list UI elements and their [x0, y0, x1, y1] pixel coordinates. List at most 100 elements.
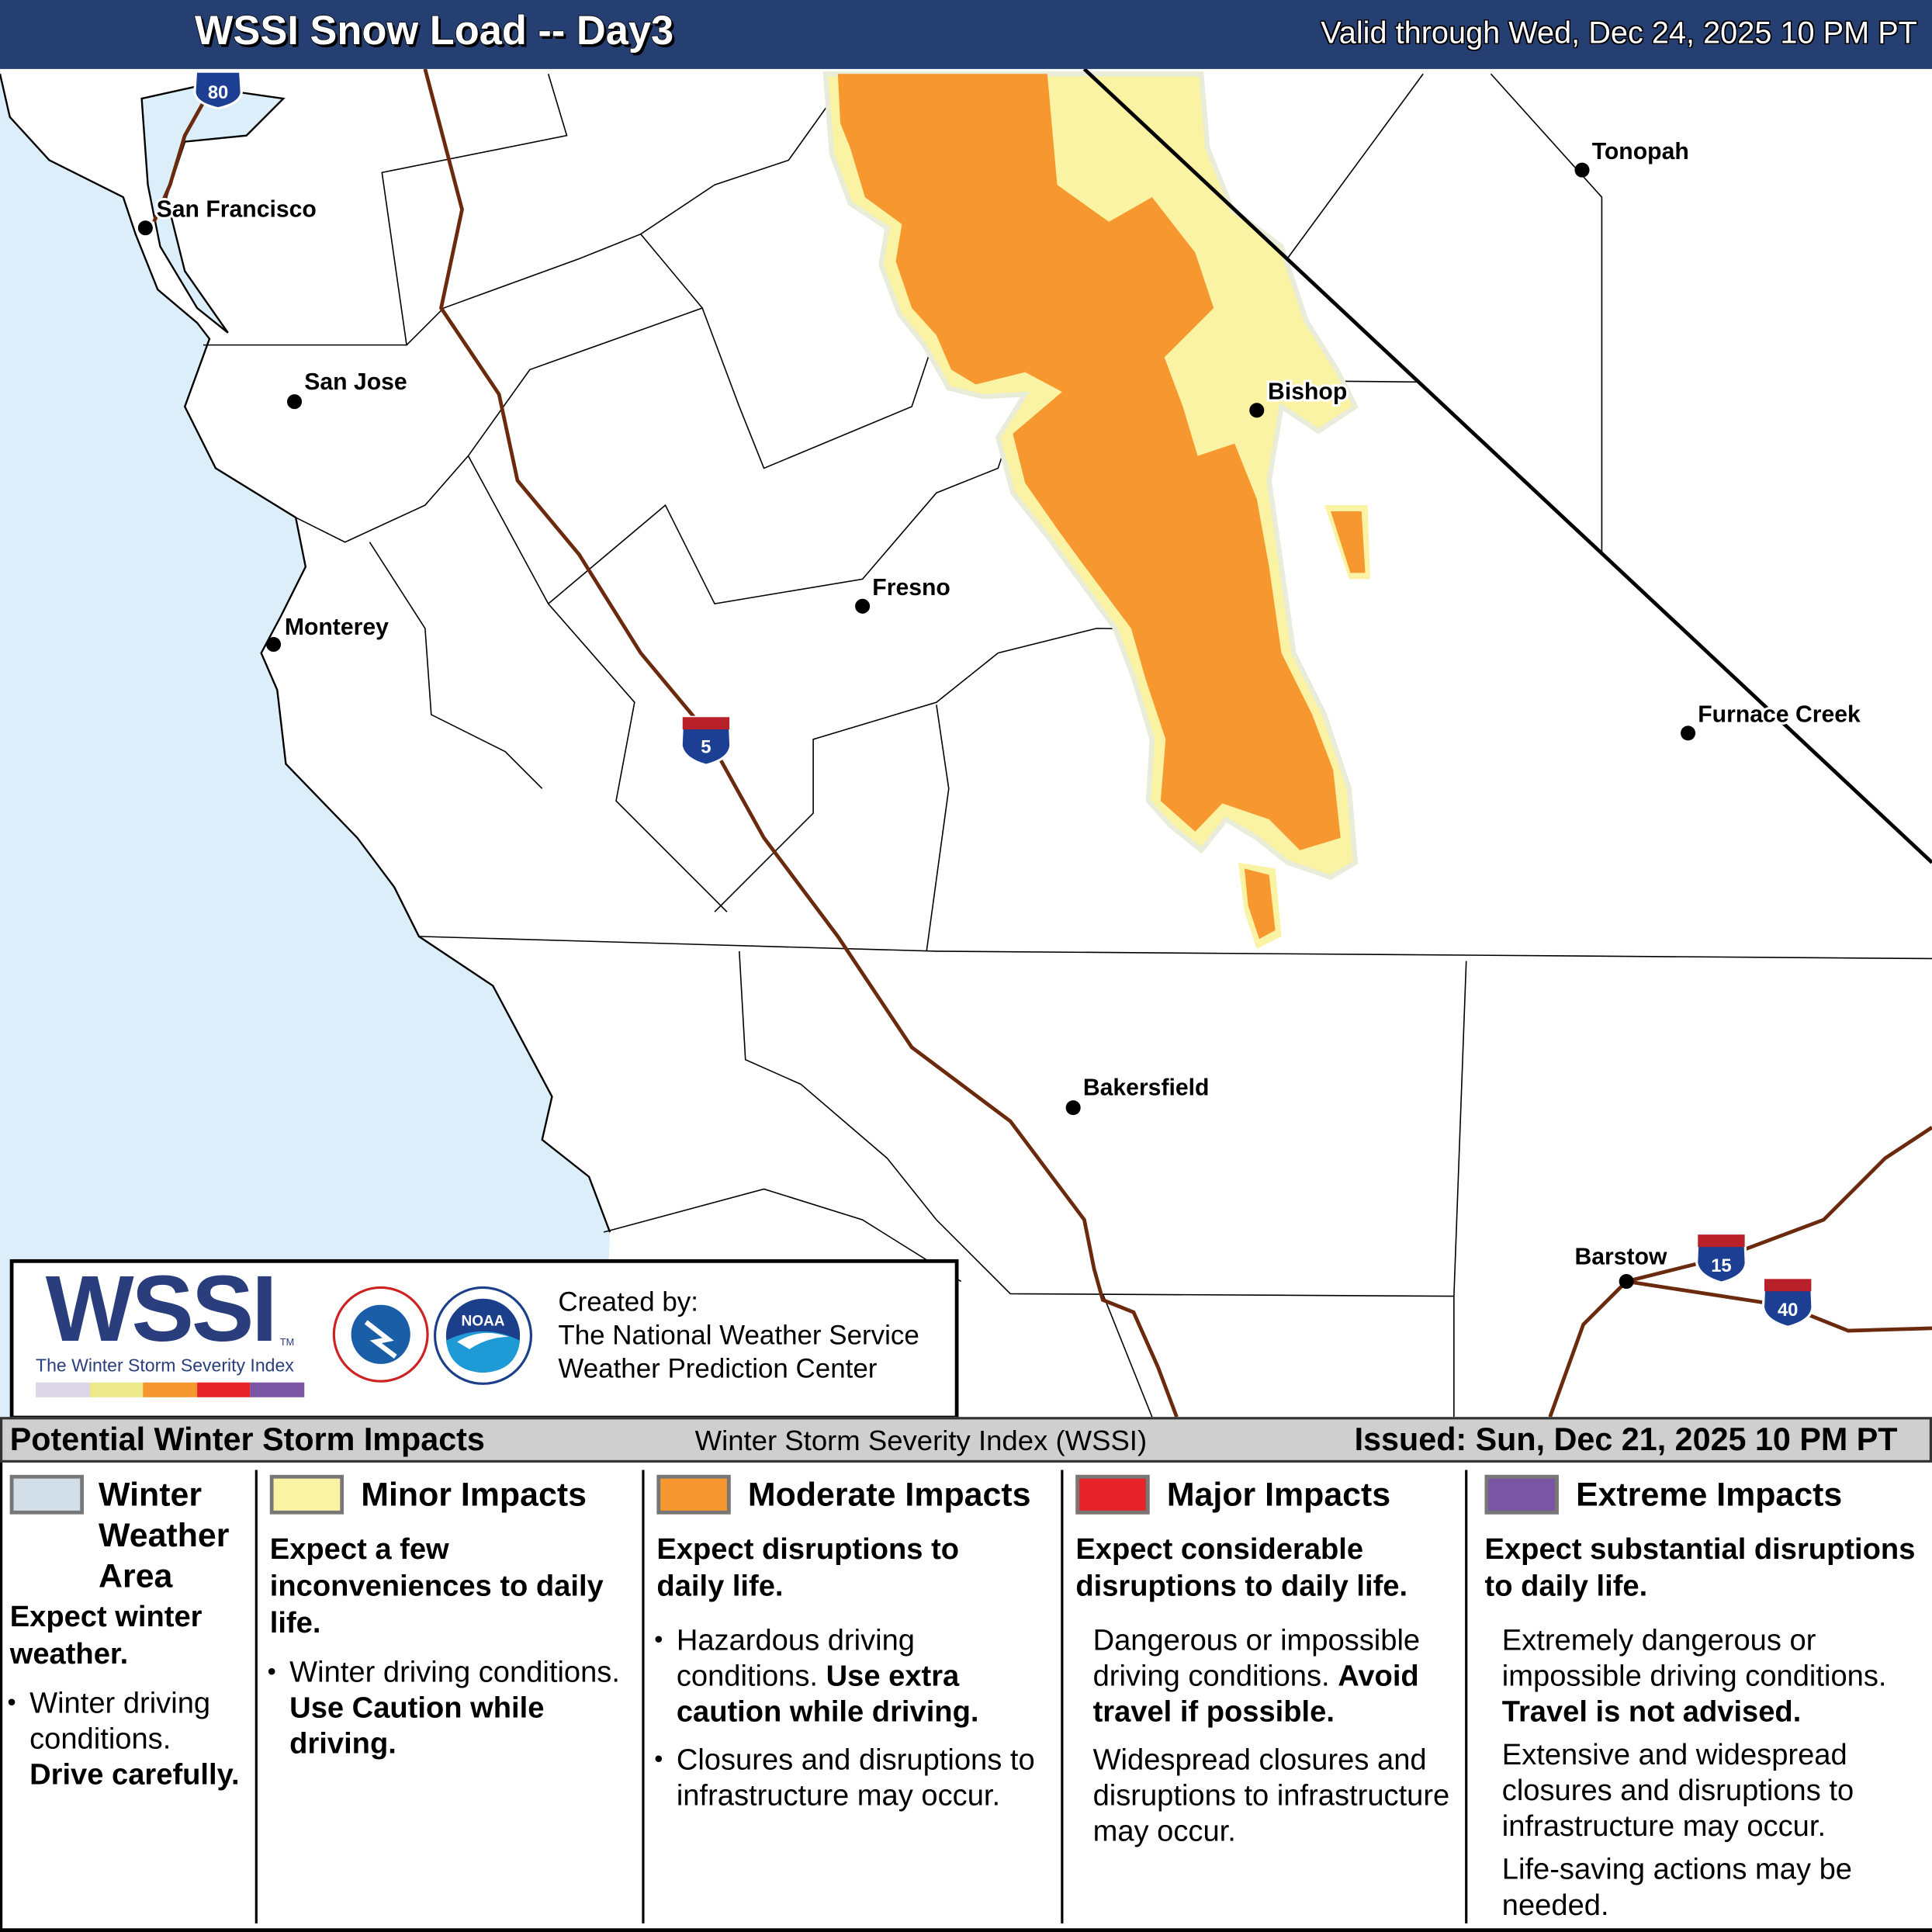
legend-title: Extreme Impacts	[1576, 1476, 1843, 1514]
svg-text:5: 5	[701, 736, 711, 757]
legend-detail: • Closures and disruptions to infrastruct…	[654, 1743, 1035, 1813]
valid-through: Valid through Wed, Dec 24, 2025 10 PM PT	[1321, 16, 1917, 51]
header-bar: WSSI Snow Load -- Day3 Valid through Wed…	[0, 0, 1932, 69]
impact-legend: Winter Weather Area Expect winter weathe…	[0, 1462, 1932, 1932]
svg-text:Tonopah: Tonopah	[1592, 139, 1689, 164]
city-tonopah: Tonopah	[1574, 137, 1691, 178]
city-bishop: Bishop	[1249, 376, 1349, 418]
legend-col-extreme: Extreme Impacts Expect substantial disru…	[1467, 1463, 1932, 1928]
legend-header-bar: Potential Winter Storm Impacts Winter St…	[0, 1417, 1932, 1463]
swatch-extreme	[1484, 1474, 1559, 1515]
svg-text:80: 80	[208, 82, 229, 103]
city-bakersfield: Bakersfield	[1065, 1073, 1212, 1116]
svg-text:NOAA: NOAA	[461, 1314, 504, 1330]
moderate-impact-patch	[1244, 868, 1276, 940]
credits: Created by: The National Weather Service…	[558, 1285, 919, 1385]
bullet-icon: •	[7, 1689, 16, 1717]
swatch-major	[1075, 1474, 1150, 1515]
svg-text:Bakersfield: Bakersfield	[1083, 1075, 1210, 1101]
svg-text:15: 15	[1711, 1255, 1732, 1276]
city-san-jose: San Jose	[287, 367, 410, 410]
divider	[1465, 1470, 1468, 1923]
trademark: TM	[279, 1336, 295, 1349]
bullet-icon: •	[654, 1626, 663, 1654]
divider	[1061, 1470, 1064, 1923]
swatch-moderate	[656, 1474, 731, 1515]
moderate-impact-patch	[1331, 511, 1366, 573]
scale-moderate	[143, 1382, 197, 1397]
legend-summary: Expect considerable disruptions to daily…	[1075, 1532, 1408, 1604]
interstate-40-road	[1626, 1279, 1932, 1333]
credit-wpc: Weather Prediction Center	[558, 1352, 878, 1384]
legend-detail: Extensive and widespread closures and di…	[1501, 1738, 1854, 1844]
legend-detail: • Winter driving conditions. Drive careful…	[7, 1686, 240, 1792]
svg-text:Bishop: Bishop	[1268, 379, 1347, 405]
noaa-logo-icon: NOAA	[433, 1286, 533, 1385]
legend-head: Moderate Impacts	[656, 1474, 1056, 1525]
swatch-winter	[9, 1474, 84, 1515]
city-fresno: Fresno	[855, 573, 953, 614]
bullet-icon: •	[267, 1658, 276, 1686]
swatch-minor	[269, 1474, 345, 1515]
legend-summary: Expect disruptions to daily life.	[656, 1532, 960, 1604]
scale-major	[196, 1382, 251, 1397]
severity-color-scale	[36, 1382, 305, 1397]
issued-time: Issued: Sun, Dec 21, 2025 10 PM PT	[1354, 1420, 1898, 1458]
wssi-wordmark: WSSI TM	[45, 1256, 295, 1362]
legend-detail: Extremely dangerous or impossible drivin…	[1501, 1623, 1887, 1729]
legend-title: Minor Impacts	[361, 1476, 587, 1514]
legend-title: Winter Weather Area	[99, 1476, 230, 1594]
scale-minor	[89, 1382, 144, 1397]
city-monterey: Monterey	[266, 612, 391, 653]
legend-head: Major Impacts	[1075, 1474, 1463, 1525]
divider	[642, 1470, 645, 1923]
city-furnace-creek: Furnace Creek	[1681, 699, 1863, 741]
nws-logo-icon	[332, 1286, 429, 1383]
interstate-shield-40: 40	[1761, 1277, 1814, 1328]
legend-head: Extreme Impacts	[1484, 1474, 1932, 1525]
legend-heading: Potential Winter Storm Impacts	[9, 1420, 485, 1458]
svg-text:Monterey: Monterey	[285, 615, 389, 640]
impact-map[interactable]: 80 5 15 40 San Francisco San Jose Monter…	[0, 68, 1932, 1418]
legend-detail: Widespread closures and disruptions to i…	[1092, 1743, 1450, 1849]
interstate-5-road	[423, 68, 1179, 1418]
legend-head: Winter Weather Area	[9, 1474, 253, 1597]
svg-text:San Francisco: San Francisco	[157, 196, 317, 222]
legend-detail: • Winter driving conditions. Use Caution …	[267, 1656, 620, 1761]
logo-panel: WSSI TM The Winter Storm Severity Index …	[9, 1256, 959, 1420]
svg-text:40: 40	[1778, 1300, 1798, 1321]
interstate-80-road	[152, 73, 221, 223]
scale-extreme	[250, 1382, 305, 1397]
legend-summary: Expect winter weather.	[9, 1600, 203, 1671]
legend-detail: Dangerous or impossible driving conditio…	[1092, 1623, 1421, 1729]
scale-winter	[36, 1382, 90, 1397]
legend-col-major: Major Impacts Expect considerable disrup…	[1063, 1463, 1465, 1928]
legend-head: Minor Impacts	[269, 1474, 639, 1525]
legend-summary: Expect a few inconveniences to daily lif…	[269, 1532, 604, 1640]
legend-summary: Expect substantial disruptions to daily …	[1484, 1532, 1916, 1604]
map-title: WSSI Snow Load -- Day3	[194, 7, 674, 54]
state-border-ca-nv	[1082, 68, 1932, 864]
county-lines	[0, 73, 1932, 1418]
wssi-logo: WSSI	[45, 1256, 278, 1362]
legend-title: Major Impacts	[1166, 1476, 1391, 1514]
ocean	[0, 68, 611, 1418]
svg-text:Barstow: Barstow	[1574, 1244, 1667, 1269]
moderate-impact-area	[837, 74, 1341, 850]
city-san-francisco: San Francisco	[137, 194, 319, 236]
legend-detail: • Hazardous driving conditions. Use extra…	[654, 1623, 979, 1729]
legend-col-moderate: Moderate Impacts Expect disruptions to d…	[645, 1463, 1061, 1928]
svg-text:San Jose: San Jose	[304, 369, 407, 395]
san-francisco-bay	[140, 85, 286, 334]
divider	[254, 1470, 258, 1923]
legend-detail: Life-saving actions may be needed.	[1501, 1853, 1853, 1923]
created-by-label: Created by:	[558, 1286, 698, 1317]
wssi-subtitle: The Winter Storm Severity Index	[36, 1356, 294, 1376]
city-barstow: Barstow	[1572, 1241, 1670, 1290]
interstate-shield-80: 80	[193, 70, 243, 110]
legend-title: Moderate Impacts	[747, 1476, 1031, 1514]
interstate-shield-15: 15	[1695, 1233, 1747, 1284]
credit-nws: The National Weather Service	[558, 1319, 919, 1351]
interstate-shield-5: 5	[680, 715, 732, 767]
